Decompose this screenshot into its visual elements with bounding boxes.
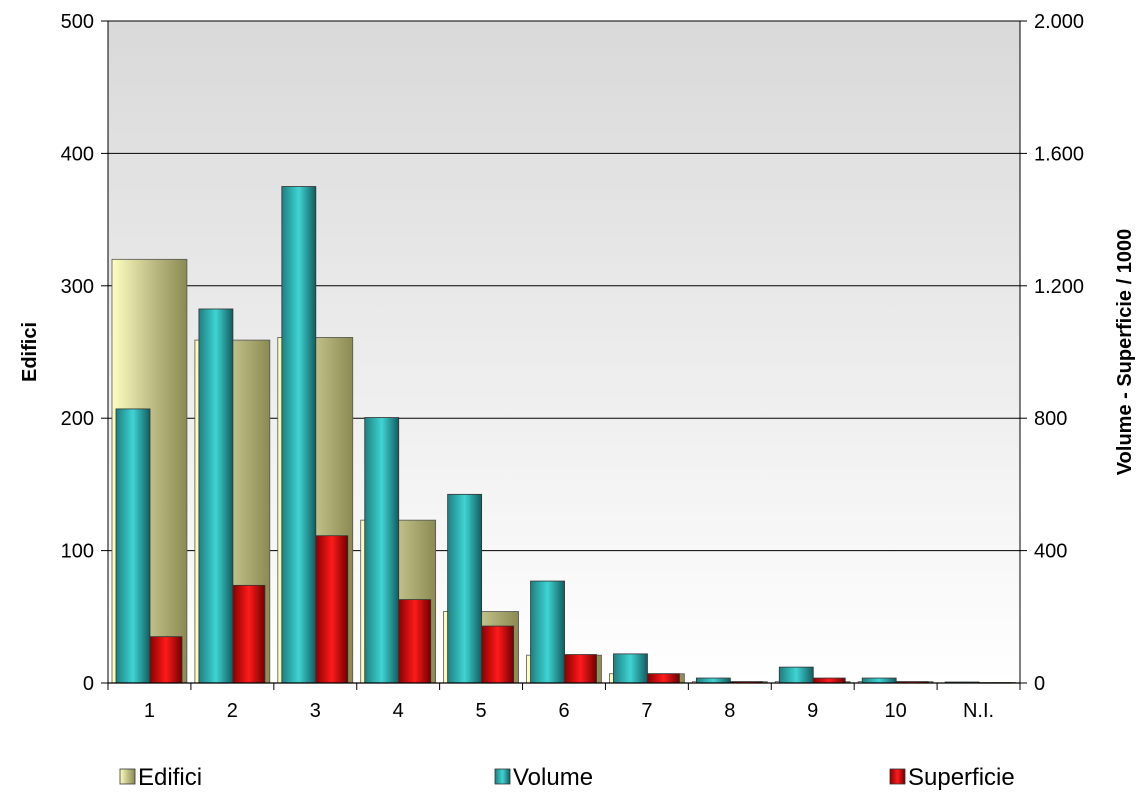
- y2-axis-title: Volume - Superficie / 1000: [1114, 229, 1136, 475]
- superficie-bar: [564, 654, 597, 684]
- superficie-bar: [149, 636, 183, 684]
- y-tick-label: 100: [61, 541, 94, 563]
- volume-legend-label: Volume: [513, 764, 593, 791]
- x-tick-label: 2: [227, 700, 238, 722]
- y2-tick-label: 2.000: [1034, 11, 1084, 33]
- volume-bar: [115, 408, 151, 684]
- y2-tick-label: 1.600: [1034, 143, 1084, 165]
- bars: [111, 186, 1016, 684]
- volume-bar: [198, 308, 234, 684]
- volume-bar: [778, 666, 814, 684]
- axes: [101, 20, 1027, 690]
- y-tick-label: 500: [61, 11, 94, 33]
- volume-legend-swatch: [494, 768, 511, 785]
- superficie-bar: [812, 677, 846, 684]
- superficie-bar: [315, 535, 349, 684]
- y-tick-label: 300: [61, 276, 94, 298]
- volume-bar: [861, 677, 897, 684]
- y-tick-label: 400: [61, 143, 94, 165]
- y-axis-title: Edifici: [19, 322, 41, 382]
- edifici-legend-swatch: [119, 768, 136, 785]
- volume-bar: [447, 493, 483, 684]
- y2-tick-label: 1.200: [1034, 276, 1084, 298]
- edifici-legend-label: Edifici: [138, 764, 202, 791]
- tick-labels: 0 0 100 400 200 800 300 1.200 400 1.600 500 2.000 1 2…: [61, 11, 1084, 722]
- x-tick-label: 3: [310, 700, 321, 722]
- x-tick-label: 1: [144, 700, 155, 722]
- volume-bar: [364, 417, 400, 684]
- superficie-legend-swatch: [889, 768, 906, 785]
- x-tick-label: 4: [393, 700, 404, 722]
- superficie-bar: [398, 599, 432, 684]
- volume-bar: [281, 186, 317, 684]
- y-tick-label: 200: [61, 408, 94, 430]
- legend: Edifici Volume Superficie: [119, 764, 1015, 791]
- superficie-bar: [647, 673, 680, 684]
- superficie-bar: [232, 584, 266, 684]
- x-tick-label: 10: [885, 700, 907, 722]
- volume-bar: [695, 677, 731, 684]
- volume-bar: [530, 580, 565, 684]
- x-tick-label: 7: [641, 700, 652, 722]
- x-tick-label: N.I.: [963, 700, 994, 722]
- x-tick-label: 6: [558, 700, 569, 722]
- y2-tick-label: 800: [1034, 408, 1067, 430]
- y2-tick-label: 0: [1034, 673, 1045, 695]
- y-tick-label: 0: [83, 673, 94, 695]
- y2-tick-label: 400: [1034, 541, 1067, 563]
- x-tick-label: 5: [476, 700, 487, 722]
- volume-bar: [613, 653, 648, 684]
- superficie-bar: [481, 625, 515, 684]
- x-tick-label: 8: [724, 700, 735, 722]
- superficie-legend-label: Superficie: [908, 764, 1015, 791]
- x-tick-label: 9: [807, 700, 818, 722]
